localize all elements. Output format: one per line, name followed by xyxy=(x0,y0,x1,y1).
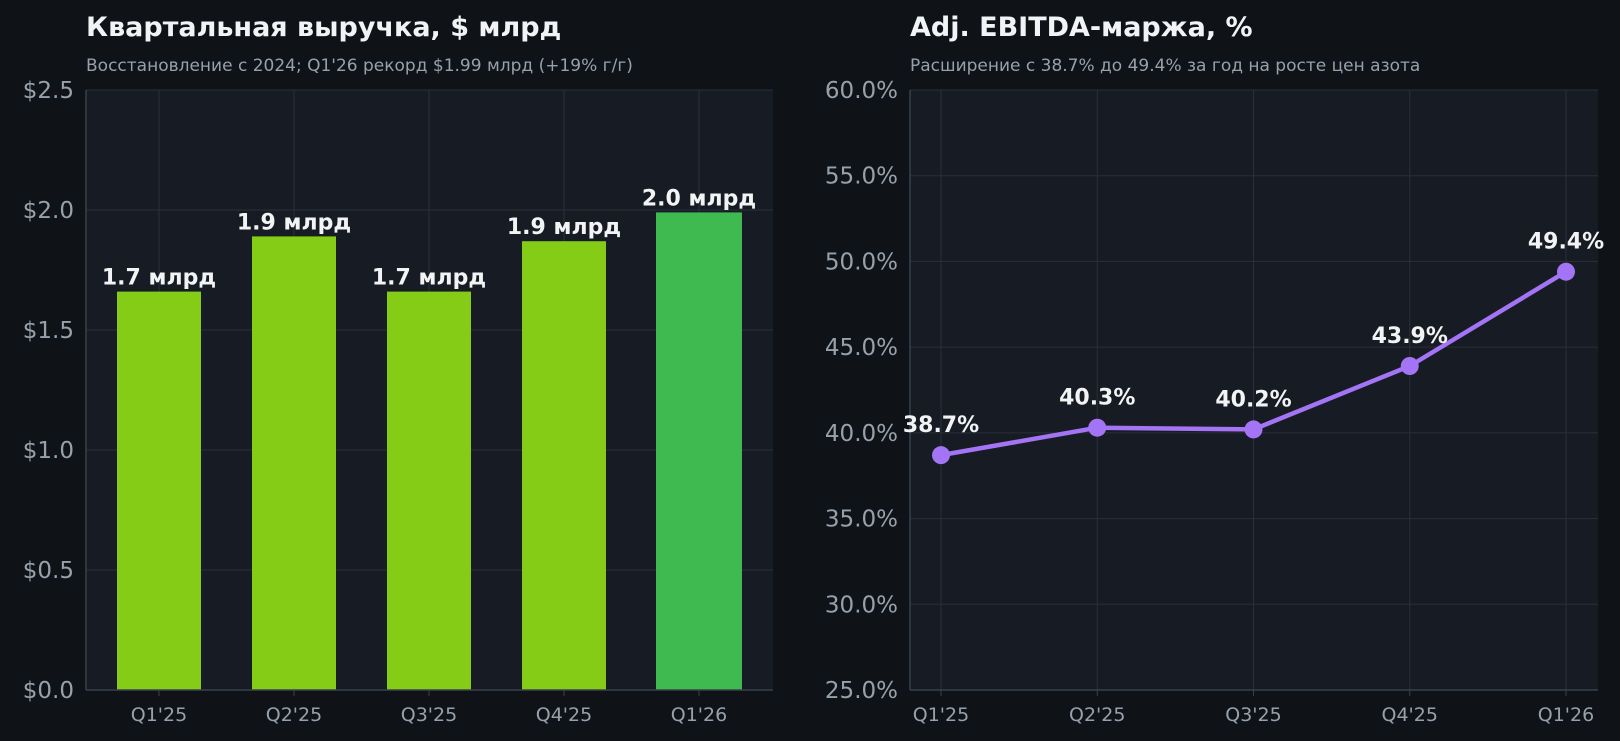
revenue-ytick-label: $1.5 xyxy=(23,318,74,344)
ebitda-ytick-label: 60.0% xyxy=(825,78,898,104)
revenue-xtick-label: Q1'26 xyxy=(671,704,727,726)
revenue-bar-data-label: 1.7 млрд xyxy=(102,266,216,291)
revenue-bar xyxy=(117,291,201,690)
ebitda-data-label: 49.4% xyxy=(1528,230,1604,255)
ebitda-ytick-label: 25.0% xyxy=(825,678,898,704)
ebitda-data-label: 38.7% xyxy=(903,413,979,438)
revenue-plot-area: $0.0 $0.5 $1.0 $1.5 $2.0 $2.5 1.7 млрд Q1'25 1.9… xyxy=(23,78,773,726)
revenue-bar-data-label: 1.7 млрд xyxy=(372,266,486,291)
ebitda-data-point xyxy=(932,446,950,465)
revenue-xtick-label: Q3'25 xyxy=(401,704,457,726)
revenue-xtick-label: Q4'25 xyxy=(536,704,592,726)
revenue-bar xyxy=(522,241,606,690)
ebitda-chart: Adj. EBITDA-маржа, % Расширение с 38.7% … xyxy=(825,12,1604,726)
ebitda-xtick-label: Q1'25 xyxy=(913,704,969,726)
ebitda-data-point xyxy=(1088,418,1107,437)
revenue-bar-data-label: 1.9 млрд xyxy=(507,215,621,240)
ebitda-ytick-label: 35.0% xyxy=(825,507,898,533)
ebitda-ytick-label: 50.0% xyxy=(825,249,898,275)
revenue-chart-title: Квартальная выручка, $ млрд xyxy=(86,12,561,43)
revenue-bar-data-label: 1.9 млрд xyxy=(237,210,351,235)
revenue-ytick-label: $2.5 xyxy=(23,78,74,104)
revenue-xtick-label: Q1'25 xyxy=(131,704,187,726)
revenue-ytick-label: $0.0 xyxy=(23,678,74,704)
ebitda-data-point xyxy=(1244,420,1263,439)
ebitda-data-point xyxy=(1557,262,1575,281)
ebitda-data-label: 40.3% xyxy=(1059,386,1135,411)
ebitda-ytick-label: 40.0% xyxy=(825,421,898,447)
ebitda-xtick-label: Q4'25 xyxy=(1382,704,1438,726)
ebitda-ytick-label: 55.0% xyxy=(825,164,898,190)
ebitda-xtick-label: Q1'26 xyxy=(1538,704,1594,726)
revenue-bar xyxy=(656,212,742,690)
ebitda-ytick-label: 45.0% xyxy=(825,335,898,361)
revenue-bar xyxy=(252,236,336,690)
ebitda-chart-subtitle: Расширение с 38.7% до 49.4% за год на ро… xyxy=(910,56,1420,76)
ebitda-chart-title: Adj. EBITDA-маржа, % xyxy=(910,12,1253,43)
ebitda-xtick-label: Q2'25 xyxy=(1069,704,1125,726)
revenue-bar xyxy=(387,291,471,690)
ebitda-data-label: 40.2% xyxy=(1215,387,1291,412)
revenue-xtick-label: Q2'25 xyxy=(266,704,322,726)
revenue-chart-subtitle: Восстановление с 2024; Q1'26 рекорд $1.9… xyxy=(86,56,633,76)
revenue-ytick-label: $2.0 xyxy=(23,198,74,224)
ebitda-plot-area: 25.0% 30.0% 35.0% 40.0% 45.0% 50.0% 55.0% 60.0%… xyxy=(825,78,1604,726)
ebitda-data-label: 43.9% xyxy=(1372,324,1448,349)
ebitda-xtick-label: Q3'25 xyxy=(1225,704,1281,726)
ebitda-ytick-label: 30.0% xyxy=(825,592,898,618)
revenue-chart: Квартальная выручка, $ млрд Восстановлен… xyxy=(23,12,773,726)
revenue-ytick-label: $1.0 xyxy=(23,438,74,464)
ebitda-data-point xyxy=(1400,357,1419,375)
revenue-bar-data-label: 2.0 млрд xyxy=(642,186,756,211)
revenue-ytick-label: $0.5 xyxy=(23,558,74,584)
